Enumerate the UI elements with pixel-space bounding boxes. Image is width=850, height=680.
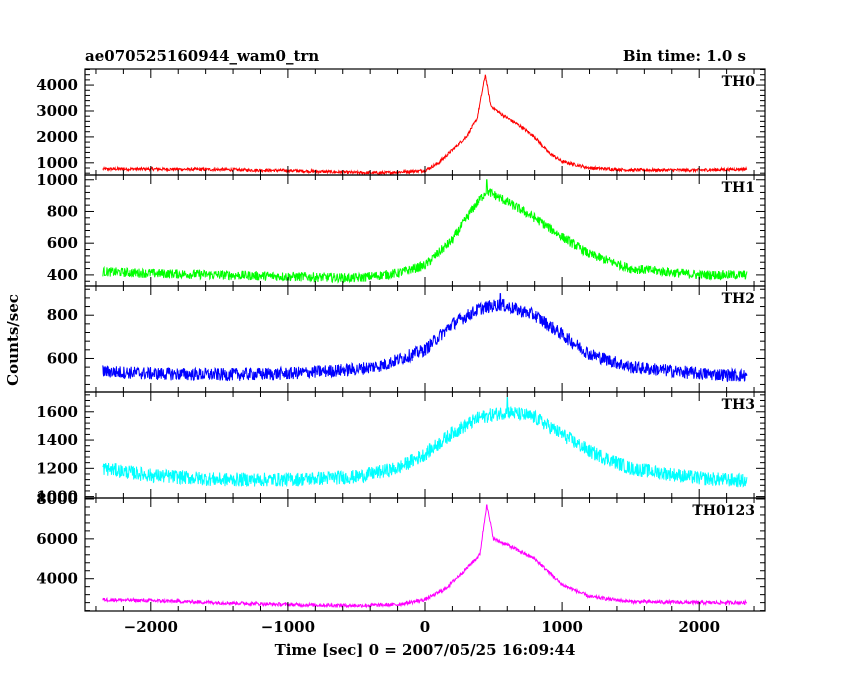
- x-tick-label: −2000: [124, 618, 178, 636]
- y-tick-label: 1000: [36, 154, 78, 172]
- x-tick-label: 0: [420, 618, 430, 636]
- panel-th2: 600 800 TH2: [47, 285, 766, 393]
- y-tick-label: 8000: [36, 490, 78, 508]
- series-th0-line: [102, 74, 748, 176]
- x-tick-label: 2000: [678, 618, 720, 636]
- panels-group: 1000 2000 3000 4000 TH0 400 600 800 1000 TH1 600 80…: [36, 68, 766, 612]
- x-axis-label: Time [sec] 0 = 2007/05/25 16:09:44: [275, 641, 576, 659]
- panel-frame: [84, 497, 766, 612]
- y-tick-label: 600: [47, 234, 78, 252]
- panel-th3: 1000 1200 1400 1600 TH3: [36, 391, 766, 506]
- y-tick-label: 2000: [36, 128, 78, 146]
- y-tick-label: 4000: [36, 570, 78, 588]
- y-tick-label: 3000: [36, 102, 78, 120]
- y-tick-label: 400: [47, 266, 78, 284]
- y-tick-label: 800: [47, 306, 78, 324]
- x-tick-labels: −2000 −1000 0 1000 2000: [124, 618, 720, 636]
- y-tick-label: 1000: [36, 171, 78, 189]
- series-th2-line: [102, 293, 748, 383]
- panel-label-th0123: TH0123: [692, 503, 755, 519]
- panel-label-th3: TH3: [722, 397, 755, 413]
- panel-label-th2: TH2: [722, 291, 755, 307]
- y-tick-label: 800: [47, 202, 78, 220]
- y-axis-label: Counts/sec: [4, 294, 22, 386]
- panel-frame: [84, 391, 766, 499]
- panel-label-th0: TH0: [722, 74, 756, 90]
- x-tick-label: 1000: [541, 618, 583, 636]
- y-tick-label: 1400: [36, 431, 78, 449]
- y-tick-label: 4000: [36, 76, 78, 94]
- panel-th0123: 4000 6000 8000 TH0123: [36, 490, 766, 612]
- series-th3-line: [102, 397, 748, 488]
- y-tick-label: 1200: [36, 459, 78, 477]
- y-tick-label: 600: [47, 349, 78, 367]
- y-tick-label: 1600: [36, 403, 78, 421]
- bin-time-label: Bin time: 1.0 s: [623, 47, 746, 65]
- y-tick-label: 6000: [36, 530, 78, 548]
- panel-th0: 1000 2000 3000 4000 TH0: [36, 68, 766, 176]
- y-tick-label: 1000: [36, 488, 78, 506]
- x-tick-label: −1000: [261, 618, 315, 636]
- chart-title: ae070525160944_wam0_trn: [85, 47, 319, 65]
- panel-th1: 400 600 800 1000 TH1: [36, 171, 766, 287]
- panel-frame: [84, 68, 766, 176]
- panel-label-th1: TH1: [722, 180, 755, 196]
- series-th0123-line: [102, 504, 747, 609]
- series-th1-line: [102, 179, 748, 284]
